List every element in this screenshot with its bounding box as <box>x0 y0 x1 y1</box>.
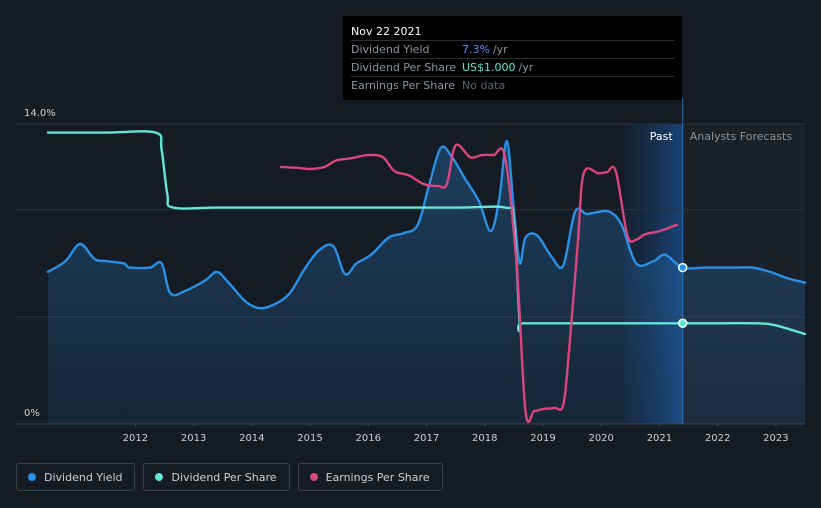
x-tick-label: 2022 <box>705 433 730 444</box>
x-tick-label: 2016 <box>356 433 381 444</box>
x-tick-label: 2014 <box>239 433 264 444</box>
tooltip-value: US$1.000 <box>462 61 516 74</box>
dividend-yield-marker <box>677 262 688 273</box>
tooltip-row-earnings-per-share: Earnings Per Share No data <box>351 76 674 94</box>
x-axis: 2012 2013 2014 2015 2016 2017 2018 2019 2020 2021… <box>123 424 789 444</box>
x-tick-label: 2021 <box>647 433 672 444</box>
hover-markers <box>677 262 688 329</box>
legend-label: Earnings Per Share <box>325 470 430 484</box>
tooltip: Nov 22 2021 Dividend Yield 7.3% /yr Divi… <box>343 16 682 100</box>
x-tick-label: 2013 <box>181 433 206 444</box>
tooltip-unit: /yr <box>518 61 534 74</box>
past-label: Past <box>650 130 674 143</box>
tooltip-row-dividend-per-share: Dividend Per Share US$1.000 /yr <box>351 58 674 76</box>
legend-item-dividend-yield[interactable]: Dividend Yield <box>16 463 136 491</box>
legend: Dividend Yield Dividend Per Share Earnin… <box>16 463 451 491</box>
y-axis: 14.0% 0% <box>24 108 56 419</box>
x-tick-label: 2020 <box>588 433 613 444</box>
tooltip-label: Dividend Yield <box>351 43 430 56</box>
legend-item-earnings-per-share[interactable]: Earnings Per Share <box>297 463 443 491</box>
earnings-per-share-line <box>279 143 679 423</box>
dividend-yield-area <box>48 141 805 424</box>
tooltip-unit: /yr <box>492 43 508 56</box>
x-tick-label: 2015 <box>297 433 322 444</box>
tooltip-label: Dividend Per Share <box>351 61 457 74</box>
dividend-per-share-marker <box>677 318 688 329</box>
dividend-yield-line <box>46 139 807 310</box>
x-tick-label: 2017 <box>414 433 439 444</box>
tooltip-value: 7.3% <box>462 43 490 56</box>
tooltip-label: Earnings Per Share <box>351 79 456 92</box>
tooltip-value: No data <box>462 79 506 92</box>
x-tick-label: 2019 <box>530 433 555 444</box>
y-tick-label: 14.0% <box>24 108 56 119</box>
dividend-per-share-dot-icon <box>155 473 164 481</box>
legend-item-dividend-per-share[interactable]: Dividend Per Share <box>143 463 290 491</box>
series-layer <box>46 130 807 424</box>
legend-label: Dividend Per Share <box>171 470 277 484</box>
forecast-label: Analysts Forecasts <box>690 130 793 143</box>
y-tick-label: 0% <box>24 408 40 419</box>
tooltip-date: Nov 22 2021 <box>351 25 422 38</box>
x-tick-label: 2018 <box>472 433 497 444</box>
x-tick-label: 2012 <box>123 433 148 444</box>
x-tick-label: 2023 <box>763 433 788 444</box>
chart: 14.0% 0% 2012 2013 2014 2015 2016 2017 2018 2019… <box>16 98 807 444</box>
tooltip-row-dividend-yield: Dividend Yield 7.3% /yr <box>351 40 674 58</box>
earnings-per-share-dot-icon <box>309 473 318 481</box>
dividend-yield-dot-icon <box>28 473 36 481</box>
legend-label: Dividend Yield <box>44 470 123 484</box>
